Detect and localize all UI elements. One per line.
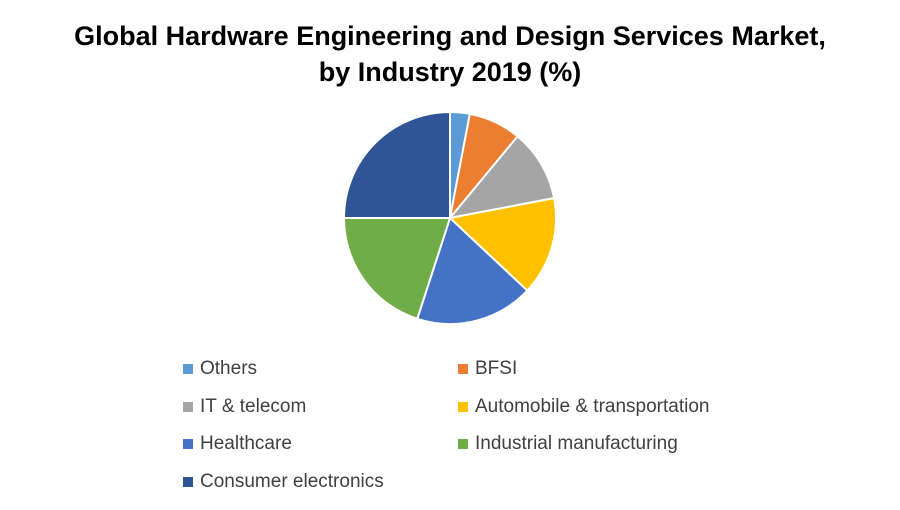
legend-label: Industrial manufacturing xyxy=(475,433,678,454)
legend-label: Healthcare xyxy=(200,433,292,454)
pie-slice-consumer-electronics xyxy=(343,111,451,219)
pie-slice-industrial-manufacturing xyxy=(343,217,451,320)
legend-item-healthcare: Healthcare xyxy=(183,432,292,456)
legend-label: Consumer electronics xyxy=(200,470,384,492)
legend-swatch xyxy=(183,401,193,412)
chart-title: Global Hardware Engineering and Design S… xyxy=(0,18,900,90)
legend-label: IT & telecom xyxy=(200,395,307,417)
legend-swatch xyxy=(183,364,193,374)
legend-item-bfsi: BFSI xyxy=(458,357,517,381)
chart-title-line-1: Global Hardware Engineering and Design S… xyxy=(74,21,826,51)
chart-title-line-2: by Industry 2019 (%) xyxy=(318,57,582,87)
legend-item-consumer-electronics: Consumer electronics xyxy=(183,470,384,494)
legend-swatch xyxy=(183,476,193,487)
legend-swatch xyxy=(183,439,193,449)
legend-label: Others xyxy=(200,358,258,379)
legend-item-others: Others xyxy=(183,357,257,381)
pie-slice-healthcare xyxy=(416,217,529,325)
legend-item-industrial-manufacturing: Industrial manufacturing xyxy=(458,432,678,456)
pie-slice-automobile-transportation xyxy=(449,197,557,292)
legend-swatch xyxy=(458,439,468,449)
legend-label: BFSI xyxy=(475,358,518,379)
legend-swatch xyxy=(458,364,468,374)
legend-item-automobile-transportation: Automobile & transportation xyxy=(458,395,709,419)
pie-slice-it-telecom xyxy=(449,135,556,219)
legend-item-it-telecom: IT & telecom xyxy=(183,395,306,419)
legend-swatch xyxy=(458,401,468,412)
legend-label: Automobile & transportation xyxy=(475,395,710,417)
